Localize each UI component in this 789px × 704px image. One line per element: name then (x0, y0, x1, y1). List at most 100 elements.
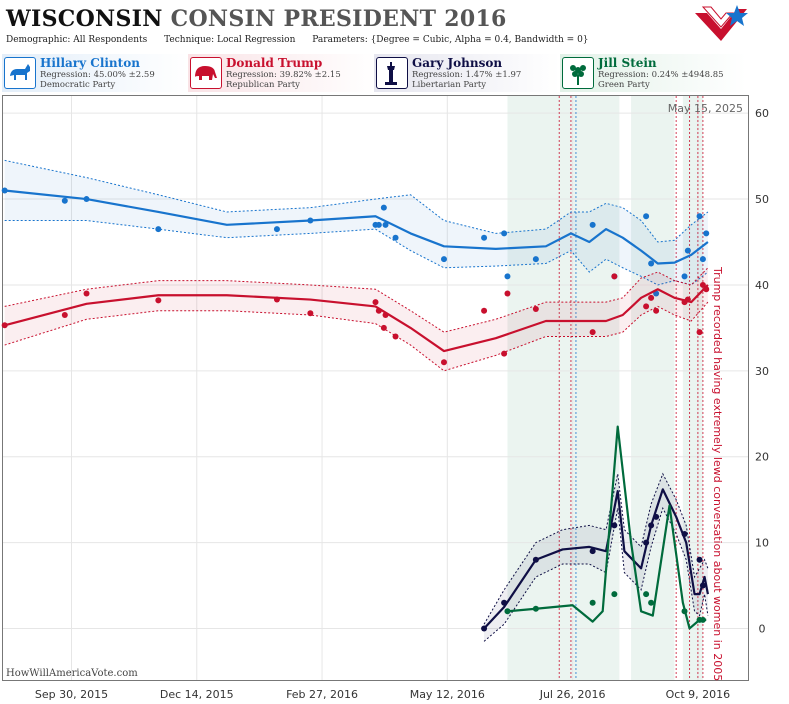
gary-johnson-poll-point (611, 522, 618, 529)
hillary-clinton-poll-point (273, 226, 280, 233)
donald-trump-trend-line (4, 284, 709, 353)
gary-johnson-poll-point (653, 513, 660, 520)
gary-johnson-poll-point (699, 582, 706, 589)
star-logo-icon[interactable] (693, 3, 749, 49)
jill-stein-poll-point (532, 605, 539, 612)
donald-trump-poll-point (643, 303, 650, 310)
gary-johnson-poll-point (501, 599, 508, 606)
donald-trump-poll-point (703, 286, 710, 293)
hillary-clinton-poll-point (375, 221, 382, 228)
demographic-label: Demographic: All Respondents (6, 35, 148, 45)
y-tick-label: 0 (759, 622, 766, 635)
title-state: WISCONSIN (6, 6, 163, 32)
y-tick-label: 30 (755, 365, 769, 378)
x-tick-label: May 12, 2016 (410, 688, 485, 701)
donald-trump-poll-point (440, 359, 447, 366)
hillary-clinton-trend-line (4, 189, 709, 265)
elephant-icon (190, 57, 222, 89)
gary-johnson-upper-bound (483, 472, 709, 625)
x-tick-label: Feb 27, 2016 (286, 688, 358, 701)
donald-trump-poll-point (504, 290, 511, 297)
donald-trump-poll-point (155, 297, 162, 304)
hillary-clinton-poll-point (61, 197, 68, 204)
legend-hillary-clinton[interactable]: Hillary Clinton Regression: 45.00% ±2.59 D… (2, 54, 188, 92)
site-credit[interactable]: HowWillAmericaVote.com (6, 668, 138, 679)
gary-johnson-trend-line (483, 488, 709, 630)
parameters-line: Demographic: All Respondents Technique: … (6, 35, 603, 45)
jill-stein-poll-point (504, 608, 511, 615)
donald-trump-poll-point (83, 290, 90, 297)
gary-johnson-poll-point (481, 625, 488, 632)
candidate-party: Green Party (598, 80, 650, 90)
hillary-clinton-lower-bound (4, 220, 709, 286)
donald-trump-poll-point (501, 350, 508, 357)
gary-johnson-poll-point (643, 539, 650, 546)
hillary-clinton-upper-bound (4, 159, 709, 243)
y-tick-label: 60 (755, 107, 769, 120)
shaded-region (507, 96, 620, 680)
legend-gary-johnson[interactable]: Gary Johnson Regression: 1.47% ±1.97 Liber… (374, 54, 560, 92)
liberty-icon (376, 57, 408, 89)
donald-trump-lower-bound (4, 301, 709, 372)
jill-stein-poll-point (643, 591, 650, 598)
y-tick-label: 50 (755, 193, 769, 206)
parameters-label: Parameters: {Degree = Cubic, Alpha = 0.4… (312, 35, 589, 45)
donald-trump-poll-point (382, 312, 389, 318)
hillary-clinton-poll-point (481, 234, 488, 241)
donald-trump-poll-point (375, 307, 382, 314)
hillary-clinton-poll-point (504, 273, 511, 280)
donald-trump-confidence-band (4, 267, 708, 371)
candidate-party: Democratic Party (40, 80, 116, 90)
donald-trump-poll-point (648, 294, 655, 301)
hillary-clinton-poll-point (696, 213, 703, 220)
hillary-clinton-poll-point (440, 256, 447, 263)
legend-jill-stein[interactable]: Jill Stein Regression: 0.24% ±4948.85 Gree… (560, 54, 746, 92)
donkey-icon (4, 57, 36, 89)
hillary-clinton-poll-point (684, 247, 691, 254)
gary-johnson-poll-point (648, 522, 655, 529)
jill-stein-poll-point (648, 599, 655, 606)
x-tick-label: Sep 30, 2015 (35, 688, 108, 701)
hillary-clinton-poll-point (648, 260, 655, 267)
candidate-regression: Regression: 45.00% ±2.59 (40, 70, 155, 80)
hillary-clinton-poll-point (307, 217, 314, 224)
candidate-regression: Regression: 39.82% ±2.15 (226, 70, 341, 80)
donald-trump-poll-point (307, 310, 314, 317)
gary-johnson-poll-point (532, 556, 539, 563)
jill-stein-poll-point (611, 591, 618, 598)
technique-label: Technique: Local Regression (164, 35, 296, 45)
donald-trump-poll-point (273, 296, 280, 303)
candidate-regression: Regression: 1.47% ±1.97 (412, 70, 522, 80)
hillary-clinton-poll-point (699, 256, 706, 263)
donald-trump-upper-bound (4, 267, 709, 333)
gary-johnson-poll-point (696, 556, 703, 563)
gary-johnson-confidence-band (484, 473, 708, 642)
event-annotation: Trump recorded having extremely lewd con… (711, 266, 724, 681)
jill-stein-poll-point (699, 616, 706, 623)
donald-trump-poll-point (61, 312, 68, 318)
plot-frame (2, 95, 749, 681)
page-title: WISCONSIN CONSIN PRESIDENT 2016 (6, 6, 507, 32)
hillary-clinton-poll-point (589, 221, 596, 228)
candidate-party: Republican Party (226, 80, 300, 90)
donald-trump-poll-point (684, 296, 691, 303)
x-tick-label: Dec 14, 2015 (160, 688, 234, 701)
gary-johnson-poll-point (681, 531, 688, 537)
x-tick-label: Jul 26, 2016 (539, 688, 606, 701)
candidate-name: Jill Stein (598, 56, 657, 70)
hillary-clinton-poll-point (83, 196, 90, 203)
y-tick-label: 20 (755, 451, 769, 464)
hillary-clinton-poll-point (703, 230, 710, 237)
candidate-party: Libertarian Party (412, 80, 487, 90)
y-tick-label: 40 (755, 279, 769, 292)
gary-johnson-poll-point (589, 548, 596, 555)
hillary-clinton-poll-point (643, 213, 650, 220)
jill-stein-trend-line (507, 425, 707, 630)
hillary-clinton-poll-point (532, 256, 539, 263)
donald-trump-poll-point (699, 281, 706, 288)
hillary-clinton-confidence-band (4, 160, 708, 285)
legend-donald-trump[interactable]: Donald Trump Regression: 39.82% ±2.15 Repu… (188, 54, 374, 92)
donald-trump-poll-point (611, 273, 618, 280)
hillary-clinton-poll-point (392, 234, 399, 241)
